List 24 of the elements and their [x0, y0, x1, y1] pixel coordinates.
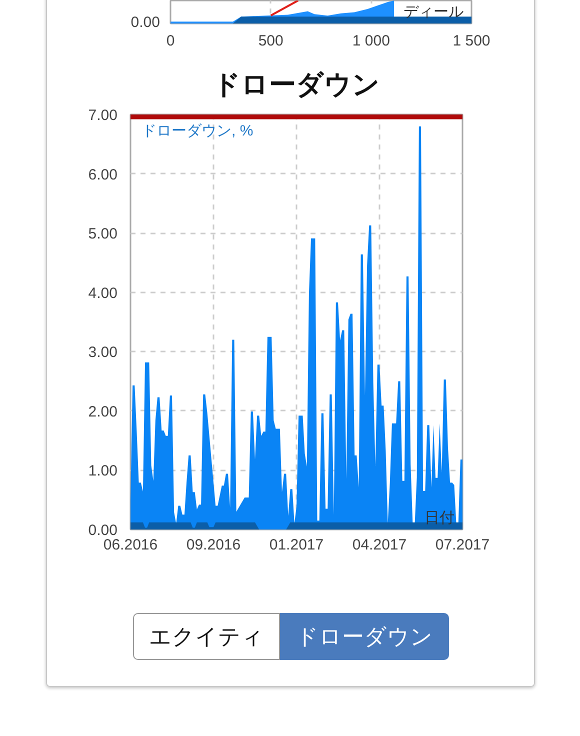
chart-title: ドローダウン — [213, 70, 380, 100]
x-tick-label: 1 500 — [452, 32, 490, 50]
x-axis-title: 日付 — [424, 510, 454, 526]
y-tick-label: 6.00 — [88, 166, 118, 184]
button: エクイティ — [133, 613, 280, 660]
x-tick-label: 500 — [258, 32, 284, 50]
y-tick-label: 0.00 — [88, 522, 118, 539]
x-tick-label: 0 — [166, 32, 175, 50]
x-tick-label: 04.2017 — [352, 536, 407, 554]
text: 0.00 — [130, 14, 160, 32]
y-tick-label: 5.00 — [88, 226, 118, 243]
y-tick-label: 7.00 — [88, 107, 118, 124]
x-tick-label: 01.2017 — [269, 536, 324, 554]
y-tick-label: 2.00 — [88, 403, 118, 420]
button: ドローダウン — [280, 613, 449, 660]
x-tick-label: 07.2017 — [435, 536, 490, 554]
y-tick-label: 4.00 — [88, 284, 118, 302]
y-tick-label: 1.00 — [88, 462, 118, 480]
y-axis-title: ドローダウン, % — [142, 122, 254, 140]
x-tick-label: 06.2016 — [103, 536, 158, 554]
x-axis-title: ディール — [404, 4, 464, 20]
x-tick-label: 1 000 — [352, 32, 390, 50]
x-tick-label: 09.2016 — [186, 536, 241, 554]
y-tick-label: 3.00 — [88, 344, 118, 362]
